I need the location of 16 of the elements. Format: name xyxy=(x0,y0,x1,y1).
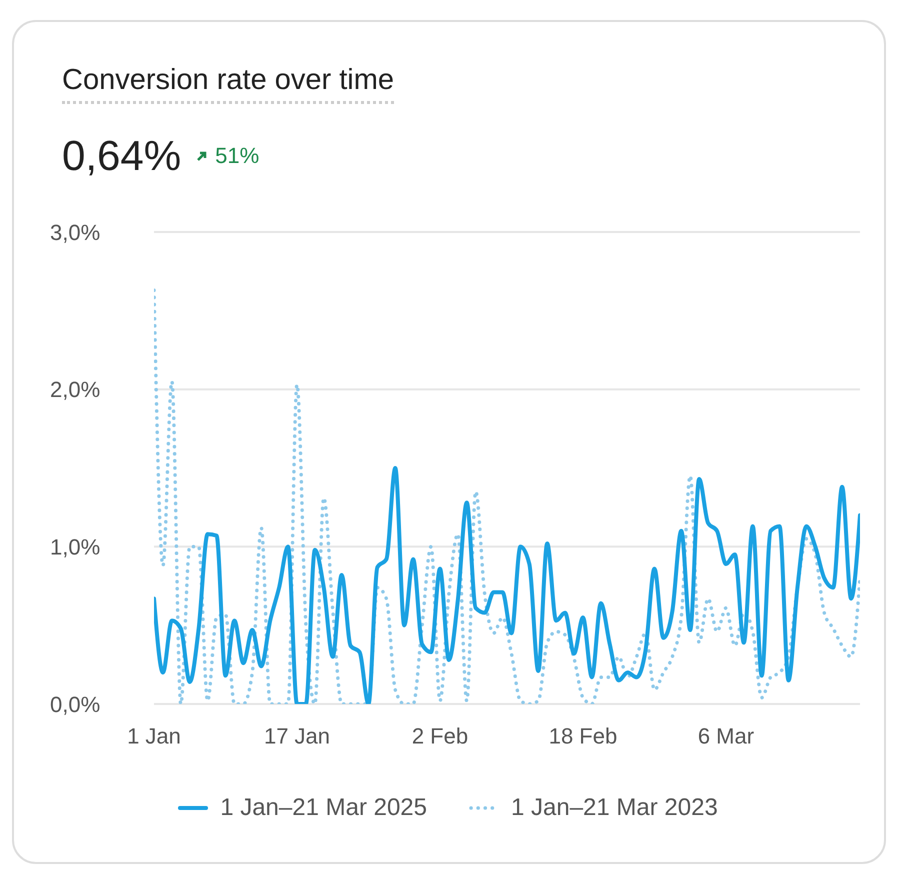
x-tick-label: 2 Feb xyxy=(412,724,468,749)
chart-subtitle: 0,64% xyxy=(62,132,182,180)
legend-label: 1 Jan–21 Mar 2023 xyxy=(511,794,718,822)
y-tick-label: 3,0% xyxy=(50,220,100,245)
y-tick-label: 1,0% xyxy=(50,534,100,560)
line-series xyxy=(154,466,860,704)
chart-title: Conversion rate over time xyxy=(62,64,394,104)
line-series xyxy=(154,288,860,704)
y-tick-label: 2,0% xyxy=(50,377,100,402)
text: 51% xyxy=(215,143,260,169)
x-tick-label: 17 Jan xyxy=(264,724,330,749)
x-tick-label: 6 Mar xyxy=(698,724,754,749)
legend-label: 1 Jan–21 Mar 2025 xyxy=(220,794,427,822)
x-tick-label: 1 Jan xyxy=(127,724,181,749)
x-tick-label: 18 Feb xyxy=(548,724,618,749)
y-tick-label: 0,0% xyxy=(50,692,100,717)
